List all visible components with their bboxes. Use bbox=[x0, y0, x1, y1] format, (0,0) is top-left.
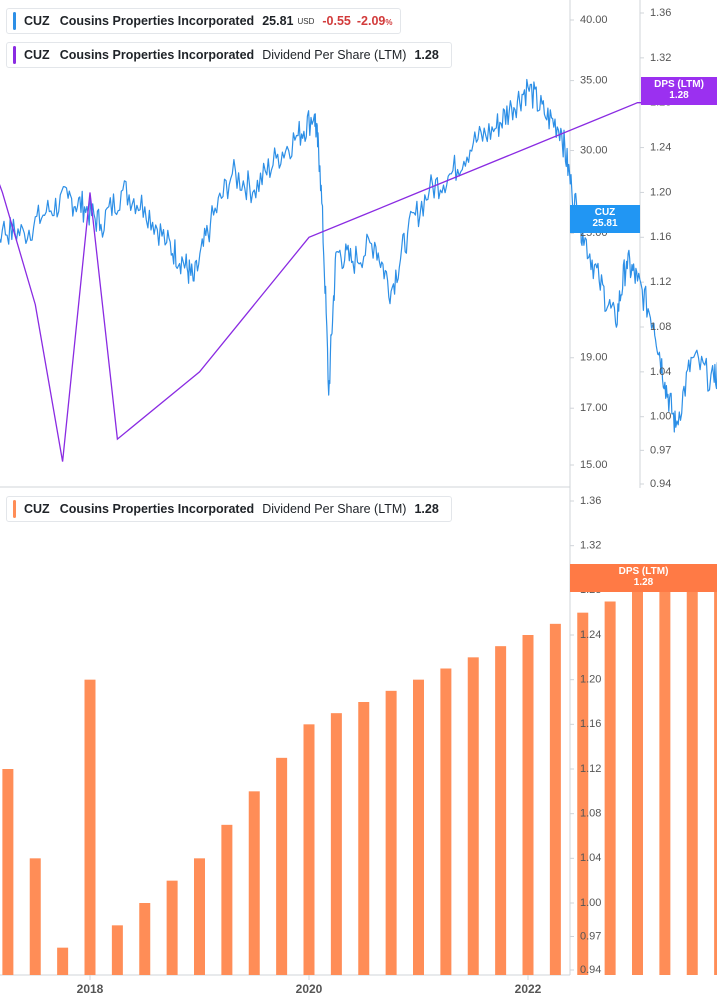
bar-axis-tick-label: 0.97 bbox=[580, 930, 601, 942]
price-tag-value: 25.81 bbox=[592, 218, 618, 229]
bar-axis-tick-label: 0.94 bbox=[580, 964, 601, 976]
dps-bar bbox=[166, 880, 178, 975]
price-tick-label: 17.00 bbox=[580, 402, 608, 414]
dps-bar bbox=[2, 769, 14, 975]
bar-axis-tick-label: 1.16 bbox=[580, 718, 601, 730]
price-tick-label: 15.00 bbox=[580, 459, 608, 471]
dps-tag-bottom: DPS (LTM) 1.28 bbox=[570, 564, 717, 592]
price-legend[interactable]: CUZ Cousins Properties Incorporated 25.8… bbox=[6, 8, 402, 34]
legend-ticker: CUZ bbox=[24, 502, 50, 516]
legend-metric: Dividend Per Share (LTM) bbox=[262, 48, 407, 62]
dps-bar bbox=[604, 601, 616, 975]
dps-bar bbox=[84, 679, 96, 975]
dps-bar bbox=[139, 903, 151, 975]
price-tag-label: CUZ bbox=[594, 207, 616, 218]
dps-bar bbox=[495, 646, 507, 975]
dps-legend-swatch bbox=[13, 46, 16, 64]
price-line bbox=[0, 78, 717, 433]
dps-bar bbox=[522, 635, 534, 975]
dps-bar bbox=[111, 925, 123, 975]
dps-bar bbox=[57, 947, 69, 975]
dps-bar bbox=[467, 657, 479, 975]
price-tick-label: 30.00 bbox=[580, 144, 608, 156]
bar-axis-tick-label: 1.12 bbox=[580, 763, 601, 775]
bar-axis-tick-label: 1.20 bbox=[580, 674, 601, 686]
dps-bar bbox=[358, 702, 370, 975]
dps-tag-top-value: 1.28 bbox=[669, 90, 689, 101]
dps-bar bbox=[714, 590, 717, 975]
price-tick-label: 40.00 bbox=[580, 14, 608, 26]
dps-tick-label: 1.36 bbox=[650, 7, 671, 19]
dps-bar bbox=[659, 590, 671, 975]
dps-bars bbox=[2, 590, 717, 975]
bar-axis-tick-label: 1.36 bbox=[580, 495, 601, 507]
dps-bar bbox=[385, 690, 397, 975]
dps-line bbox=[0, 102, 717, 462]
legend-change-pct: -2.09% bbox=[356, 14, 393, 28]
dps-tick-label: 0.94 bbox=[650, 478, 671, 490]
dps-tick-label: 0.97 bbox=[650, 444, 671, 456]
dps-bar bbox=[303, 724, 315, 975]
price-legend-swatch bbox=[13, 12, 16, 30]
dps-tick-label: 1.16 bbox=[650, 231, 671, 243]
dps-tick-label: 1.32 bbox=[650, 52, 671, 64]
dps-bar bbox=[549, 623, 561, 975]
legend-metric: Dividend Per Share (LTM) bbox=[262, 502, 407, 516]
dps-tag-top: DPS (LTM) 1.28 bbox=[641, 77, 717, 105]
dps-bar bbox=[577, 612, 589, 975]
legend-company: Cousins Properties Incorporated bbox=[59, 48, 255, 62]
legend-ticker: CUZ bbox=[24, 14, 50, 28]
dps-tick-label: 1.20 bbox=[650, 186, 671, 198]
dps-tick-label: 1.24 bbox=[650, 141, 671, 153]
legend-currency: USD bbox=[297, 16, 315, 26]
dps-tick-label: 1.08 bbox=[650, 321, 671, 333]
x-tick-label: 2020 bbox=[296, 982, 323, 996]
dps-bar bbox=[221, 824, 233, 975]
dps-bar bbox=[413, 679, 424, 975]
dps-bar bbox=[248, 791, 260, 975]
x-tick-label: 2018 bbox=[77, 982, 104, 996]
dps-bar bbox=[29, 858, 41, 975]
dps-legend-top[interactable]: CUZ Cousins Properties Incorporated Divi… bbox=[6, 42, 452, 68]
legend-company: Cousins Properties Incorporated bbox=[59, 14, 255, 28]
top-series-lines bbox=[0, 78, 717, 462]
legend-change: -0.55 bbox=[322, 14, 351, 28]
legend-company: Cousins Properties Incorporated bbox=[59, 502, 255, 516]
dps-bar-legend-swatch bbox=[13, 500, 16, 518]
dps-bar bbox=[440, 668, 452, 975]
dps-legend-bottom[interactable]: CUZ Cousins Properties Incorporated Divi… bbox=[6, 496, 452, 522]
axis-tick-labels: 15.0017.0019.0025.0030.0035.0040.000.940… bbox=[77, 7, 672, 996]
dps-bar bbox=[686, 590, 698, 975]
price-tick-label: 19.00 bbox=[580, 352, 608, 364]
legend-value: 1.28 bbox=[414, 48, 439, 62]
dps-bar bbox=[632, 590, 643, 975]
x-tick-label: 2022 bbox=[515, 982, 542, 996]
dps-tag-bottom-label: DPS (LTM) bbox=[618, 566, 669, 577]
bar-axis-tick-label: 1.04 bbox=[580, 852, 601, 864]
dps-tick-label: 1.04 bbox=[650, 366, 671, 378]
dps-bar bbox=[194, 858, 205, 975]
bar-axis-tick-label: 1.32 bbox=[580, 540, 601, 552]
price-tag: CUZ 25.81 bbox=[570, 205, 640, 233]
bar-axis-tick-label: 1.00 bbox=[580, 897, 601, 909]
bar-axis-tick-label: 1.08 bbox=[580, 808, 601, 820]
legend-price: 25.81 bbox=[262, 14, 294, 28]
dps-tag-top-label: DPS (LTM) bbox=[654, 79, 704, 90]
dps-tick-label: 1.12 bbox=[650, 276, 671, 288]
dps-bar bbox=[276, 757, 288, 975]
legend-value: 1.28 bbox=[414, 502, 439, 516]
dps-tag-bottom-value: 1.28 bbox=[633, 577, 654, 588]
dps-bar bbox=[330, 713, 342, 975]
dps-tick-label: 1.00 bbox=[650, 411, 671, 423]
legend-ticker: CUZ bbox=[24, 48, 50, 62]
bar-axis-tick-label: 1.24 bbox=[580, 629, 601, 641]
price-tick-label: 35.00 bbox=[580, 74, 608, 86]
